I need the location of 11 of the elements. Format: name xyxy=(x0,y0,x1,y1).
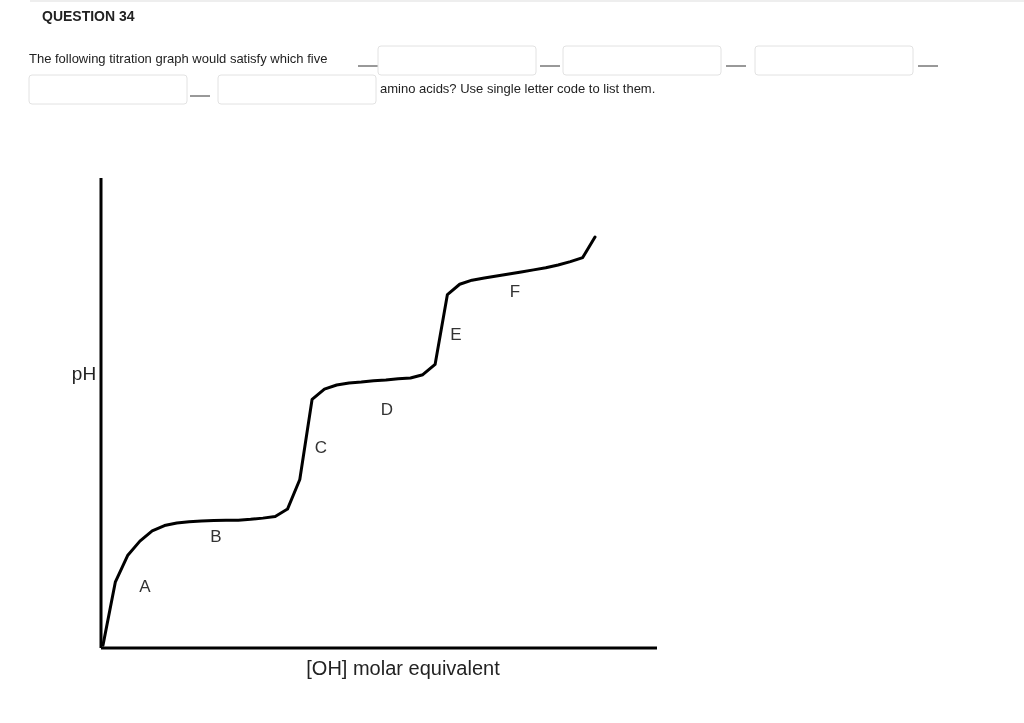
text: amino acids? Use single letter code to list them. xyxy=(380,81,656,96)
chart-subtitle: The following titration graph would satisfy which five xyxy=(29,51,328,66)
x-axis-title: [OH] molar equivalent xyxy=(306,657,501,679)
annotation: E xyxy=(450,325,462,345)
annotation: F xyxy=(509,282,521,302)
annotation: C xyxy=(314,438,328,458)
annotation: D xyxy=(380,400,394,420)
annotation: B xyxy=(210,527,222,547)
chart-title: QUESTION 34 xyxy=(42,8,135,24)
annotation: A xyxy=(139,577,152,597)
y-axis-title: pH xyxy=(71,363,97,384)
